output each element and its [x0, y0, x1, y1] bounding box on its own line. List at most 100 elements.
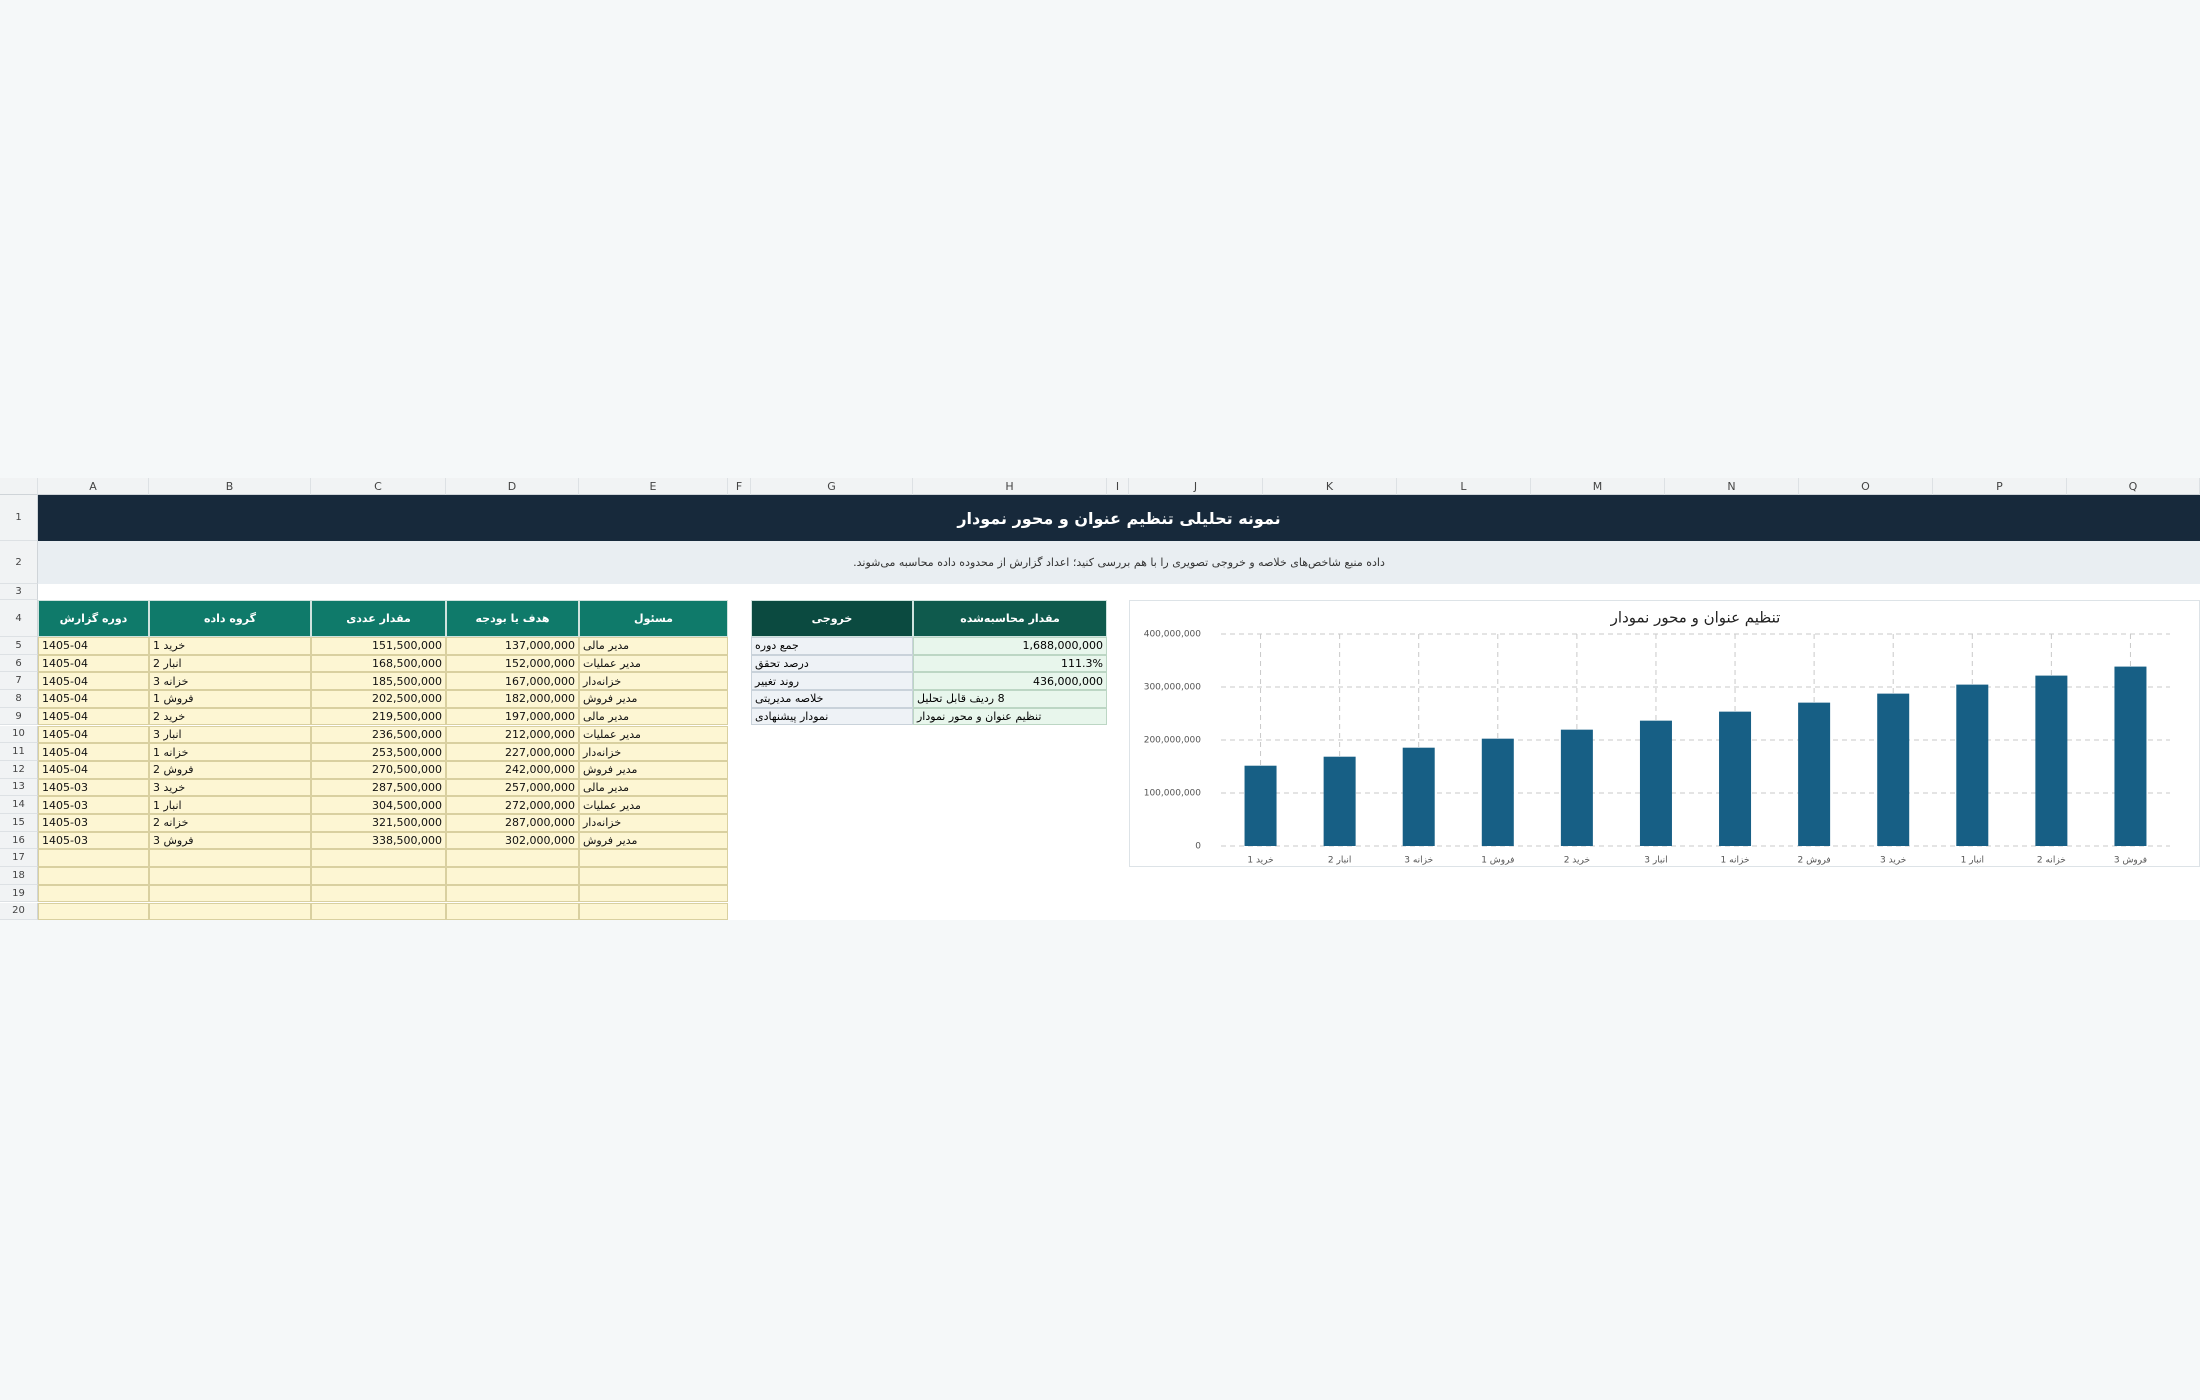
- x-tick-label: خرید 1: [1247, 856, 1273, 866]
- summary-header: مقدار محاسبه‌شده: [913, 600, 1107, 637]
- chart: تنظیم عنوان و محور نمودار 0 100,000,000 200…: [1129, 600, 2200, 867]
- table-cell: 270,500,000: [311, 760, 446, 779]
- x-tick-label: فروش 2: [1798, 856, 1831, 866]
- summary-label: روند تغییر: [751, 672, 913, 691]
- row-header: 5: [0, 637, 38, 655]
- empty-cell: [149, 849, 311, 868]
- summary-value: 1,688,000,000: [913, 637, 1107, 655]
- summary-label: خلاصه مدیریتی: [751, 690, 913, 708]
- table-cell: 1405-04: [38, 637, 149, 655]
- table-cell: خزانه 3: [149, 672, 311, 691]
- empty-cell: [579, 849, 728, 868]
- bar: [2114, 666, 2147, 846]
- row-header: 9: [0, 707, 38, 726]
- table-cell: 197,000,000: [446, 707, 579, 726]
- table-cell: انبار 2: [149, 654, 311, 673]
- empty-cell: [579, 902, 728, 921]
- row-header: 19: [0, 884, 38, 903]
- table-cell: 1405-04: [38, 707, 149, 726]
- table-cell: 287,500,000: [311, 778, 446, 797]
- column-header: F: [728, 478, 751, 495]
- row-header: 17: [0, 849, 38, 868]
- x-tick-label: انبار 2: [1328, 856, 1351, 866]
- table-cell: مدیر مالی: [579, 707, 728, 726]
- table-cell: 219,500,000: [311, 707, 446, 726]
- column-header: E: [579, 478, 728, 495]
- empty-cell: [38, 867, 149, 885]
- column-header: K: [1263, 478, 1397, 495]
- bar: [1323, 756, 1356, 846]
- table-cell: 152,000,000: [446, 654, 579, 673]
- x-tick-label: خزانه 1: [1721, 856, 1750, 866]
- table-cell: 151,500,000: [311, 637, 446, 655]
- empty-cell: [38, 884, 149, 903]
- corner-cell: [0, 478, 38, 495]
- row-header: 7: [0, 672, 38, 691]
- table-cell: مدیر عملیات: [579, 725, 728, 744]
- y-tick-label: 300,000,000: [1144, 683, 1202, 693]
- empty-cell: [149, 884, 311, 903]
- row-header: 4: [0, 600, 38, 637]
- table-cell: 212,000,000: [446, 725, 579, 744]
- table-cell: فروش 1: [149, 690, 311, 708]
- summary-label: درصد تحقق: [751, 654, 913, 673]
- column-header: N: [1665, 478, 1799, 495]
- table-cell: خزانه 1: [149, 743, 311, 761]
- chart-title: تنظیم عنوان و محور نمودار: [1610, 609, 1781, 627]
- table-cell: 287,000,000: [446, 814, 579, 832]
- empty-cell: [579, 884, 728, 903]
- row-header: 8: [0, 690, 38, 708]
- table-cell: خزانه‌دار: [579, 743, 728, 761]
- x-tick-label: انبار 1: [1961, 856, 1984, 866]
- table-cell: 167,000,000: [446, 672, 579, 691]
- table-cell: خزانه‌دار: [579, 672, 728, 691]
- bar: [1639, 720, 1672, 846]
- table-cell: 137,000,000: [446, 637, 579, 655]
- x-tick-label: خرید 3: [1880, 856, 1906, 866]
- table-cell: 168,500,000: [311, 654, 446, 673]
- table-cell: 227,000,000: [446, 743, 579, 761]
- table-cell: 1405-03: [38, 831, 149, 850]
- table-cell: فروش 2: [149, 760, 311, 779]
- table-cell: خرید 1: [149, 637, 311, 655]
- table-header: مقدار عددی: [311, 600, 446, 637]
- row-header: 6: [0, 654, 38, 673]
- sheet-title: نمونه تحلیلی تنظیم عنوان و محور نمودار: [38, 495, 2200, 541]
- table-cell: 338,500,000: [311, 831, 446, 850]
- table-cell: 1405-04: [38, 743, 149, 761]
- column-header: O: [1799, 478, 1933, 495]
- bar: [1560, 729, 1593, 846]
- table-cell: 185,500,000: [311, 672, 446, 691]
- empty-cell: [149, 867, 311, 885]
- empty-cell: [149, 902, 311, 921]
- table-cell: مدیر مالی: [579, 637, 728, 655]
- table-cell: 236,500,000: [311, 725, 446, 744]
- row-header: 10: [0, 725, 38, 744]
- empty-cell: [579, 867, 728, 885]
- y-tick-label: 0: [1195, 842, 1201, 852]
- row-header: 14: [0, 796, 38, 814]
- summary-value: تنظیم عنوان و محور نمودار: [913, 707, 1107, 726]
- summary-label: جمع دوره: [751, 637, 913, 655]
- row-header: 13: [0, 778, 38, 797]
- column-header: C: [311, 478, 446, 495]
- row-header: 20: [0, 902, 38, 921]
- table-header: هدف یا بودجه: [446, 600, 579, 637]
- row-header: 2: [0, 541, 38, 584]
- x-tick-label: خرید 2: [1564, 856, 1590, 866]
- summary-value: 436,000,000: [913, 672, 1107, 691]
- empty-cell: [446, 849, 579, 868]
- row-header: 12: [0, 760, 38, 779]
- y-tick-label: 100,000,000: [1144, 789, 1202, 799]
- spreadsheet: A B C D E F G H I J K L M N O P Q 1 2 3 4 5 6 7 8 9 10 11 12 13 14 15 16…: [0, 478, 2200, 921]
- column-header: M: [1531, 478, 1665, 495]
- column-header: P: [1933, 478, 2067, 495]
- empty-cell: [311, 867, 446, 885]
- table-cell: خرید 3: [149, 778, 311, 797]
- column-header: A: [38, 478, 149, 495]
- y-tick-label: 400,000,000: [1144, 630, 1202, 640]
- bar: [1719, 711, 1752, 846]
- bar: [1877, 693, 1910, 846]
- row-header: 1: [0, 495, 38, 541]
